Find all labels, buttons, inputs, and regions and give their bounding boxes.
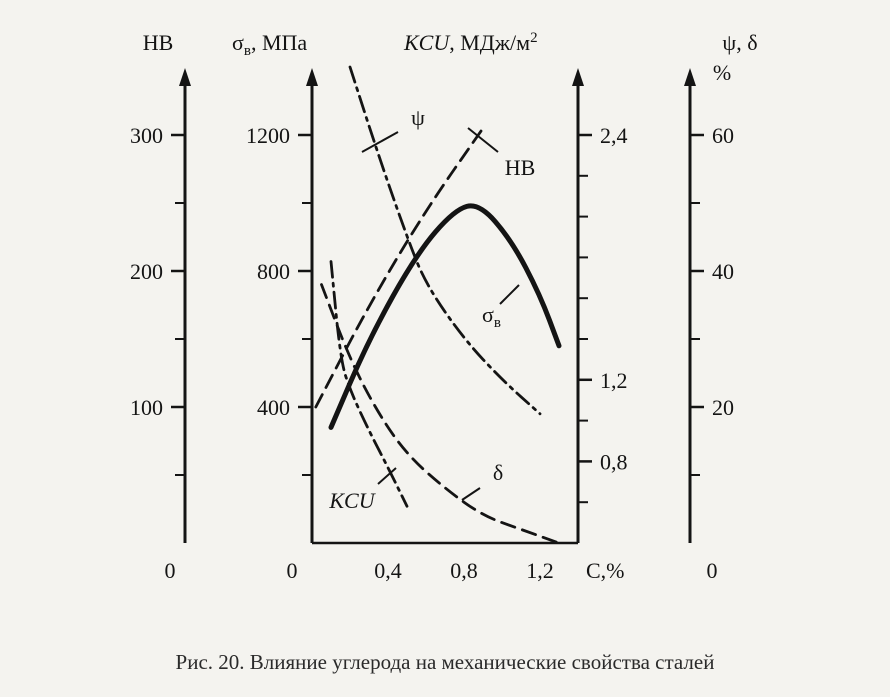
kcu-axis-title: KCU, МДж/м2: [403, 30, 538, 55]
series-line-kcu: [329, 260, 409, 508]
sigma-axis-title: σв, МПа: [232, 30, 307, 59]
hb-axis-title: HB: [143, 30, 174, 55]
series-label-kcu: KCU: [328, 488, 376, 513]
sigma-axis-arrow: [306, 68, 318, 86]
psi-tick-label: 60: [712, 123, 734, 148]
kcu-tick-label: 0,8: [600, 449, 628, 474]
hb-axis-arrow: [179, 68, 191, 86]
psi-tick-label: 40: [712, 259, 734, 284]
kcu-tick-label: 1,2: [600, 368, 628, 393]
sigma-tick-label: 800: [257, 259, 290, 284]
hb-tick-label: 100: [130, 395, 163, 420]
kcu-tick-label: 2,4: [600, 123, 628, 148]
series-label-delta: δ: [493, 460, 503, 485]
sigma-tick-label: 400: [257, 395, 290, 420]
psi-axis-unit: %: [713, 60, 731, 85]
label-leader-line: [377, 467, 397, 485]
figure-caption: Рис. 20. Влияние углерода на механически…: [175, 650, 715, 674]
psi-axis-title: ψ, δ: [722, 30, 757, 55]
psi-tick-label: 20: [712, 395, 734, 420]
series-label-hb: HB: [505, 155, 536, 180]
series-line-psi: [348, 65, 542, 416]
label-leader-line: [499, 284, 520, 305]
psi-zero-label: 0: [707, 558, 718, 583]
x-tick-label: 1,2: [526, 558, 554, 583]
label-leader-line: [361, 131, 399, 153]
chart: 100 200 300 0 400 800 1200 0,8 1,2 2,4 20 40 60 0 HB σв…: [130, 30, 758, 583]
x-tick-label: 0,4: [374, 558, 402, 583]
hb-tick-label: 200: [130, 259, 163, 284]
hb-tick-label: 300: [130, 123, 163, 148]
psi-axis-arrow: [684, 68, 696, 86]
hb-zero-label: 0: [165, 558, 176, 583]
x-tick-label: 0: [287, 558, 298, 583]
x-axis-title: C,%: [586, 558, 625, 583]
series-line-sigma: [328, 203, 562, 430]
label-leader-line: [467, 127, 499, 153]
series-line-hb: [314, 126, 485, 409]
series-label-sigma: σв: [482, 302, 501, 331]
x-tick-label: 0,8: [450, 558, 478, 583]
series-label-psi: ψ: [411, 105, 425, 130]
label-leader-line: [461, 487, 481, 501]
sigma-tick-label: 1200: [246, 123, 290, 148]
kcu-axis-arrow: [572, 68, 584, 86]
